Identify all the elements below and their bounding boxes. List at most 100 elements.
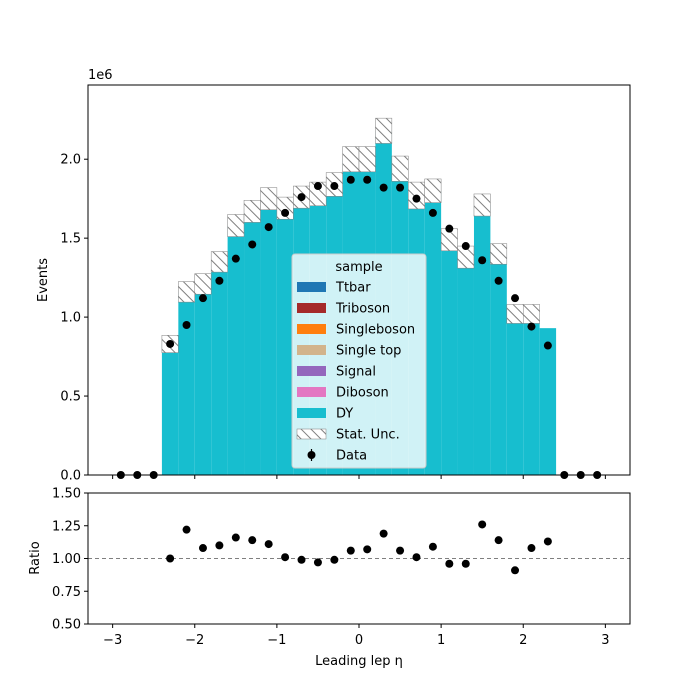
data-point — [363, 175, 372, 184]
ratio-panel: −3 −2 −1 0 1 2 3 0.50 0.75 1.00 1.25 1.50 Ratio Le… — [28, 487, 631, 669]
x-axis-label: Leading lep η — [315, 654, 403, 669]
stat-unc-band — [424, 178, 442, 203]
mc-bar — [161, 343, 179, 475]
main-x-ticks — [112, 475, 606, 479]
stat-unc-band — [506, 304, 524, 324]
ratio-point — [379, 529, 388, 538]
main-y-label: Events — [36, 258, 51, 302]
stat-unc-band — [391, 155, 409, 182]
main-y-tick-label: 1.0 — [60, 311, 81, 326]
mc-bar — [244, 211, 261, 475]
data-point — [396, 183, 405, 192]
mc-bar — [276, 208, 294, 475]
ratio-y-tick-label: 1.00 — [52, 552, 81, 567]
ratio-point — [264, 540, 273, 549]
mc-bar — [178, 291, 195, 475]
legend-swatch — [297, 324, 326, 334]
ratio-x-tick-label: 1 — [437, 633, 445, 648]
data-points — [116, 175, 602, 479]
stat-unc-band — [375, 117, 393, 144]
legend-title: sample — [335, 260, 382, 275]
legend-swatch-hatch — [296, 428, 327, 440]
ratio-point — [461, 559, 470, 568]
ratio-point — [330, 555, 339, 564]
data-point — [478, 256, 487, 265]
ratio-point — [412, 553, 421, 562]
stat-unc-band — [243, 200, 261, 223]
data-point — [264, 223, 273, 232]
ratio-x-tick-label: 2 — [519, 633, 527, 648]
ratio-point — [346, 546, 355, 555]
main-y-tick-label: 2.0 — [60, 153, 81, 168]
ratio-x-tick-label: −3 — [103, 633, 122, 648]
legend-label: Singleboson — [336, 323, 415, 338]
data-point — [182, 321, 191, 329]
ratio-point — [231, 533, 240, 542]
legend-swatch — [297, 345, 326, 355]
legend-label: Stat. Unc. — [336, 428, 400, 443]
stat-unc-band — [194, 273, 212, 295]
ratio-point — [543, 537, 552, 546]
ratio-y-tick-label: 0.75 — [52, 585, 81, 600]
main-offset-text: 1e6 — [88, 68, 113, 83]
mc-bar — [490, 253, 507, 475]
ratio-point — [166, 554, 175, 563]
legend-swatch — [297, 366, 326, 376]
data-point — [346, 175, 355, 184]
legend-marker — [307, 451, 316, 459]
mc-bar — [506, 313, 524, 475]
ratio-y-ticks: 0.50 0.75 1.00 1.25 1.50 — [52, 487, 88, 633]
mc-bar — [523, 313, 540, 475]
ratio-y-tick-label: 0.50 — [52, 618, 81, 633]
legend-swatch — [297, 408, 326, 418]
legend-label: Single top — [336, 344, 401, 359]
mc-bar — [539, 328, 557, 475]
ratio-point — [248, 536, 257, 545]
ratio-point — [198, 544, 207, 553]
mc-bar — [457, 257, 474, 475]
data-point — [198, 294, 207, 303]
data-point — [330, 182, 339, 191]
data-point — [281, 208, 290, 217]
ratio-point — [313, 558, 322, 567]
legend-swatch — [297, 282, 326, 292]
data-point — [215, 276, 224, 285]
mc-bar — [260, 198, 277, 475]
ratio-x-tick-label: −2 — [185, 633, 204, 648]
ratio-y-tick-label: 1.25 — [52, 519, 81, 534]
ratio-point — [478, 520, 487, 529]
legend-swatch — [297, 387, 326, 397]
stat-unc-band — [490, 243, 508, 265]
ratio-point — [494, 536, 503, 545]
stat-unc-band — [210, 251, 228, 273]
main-y-tick-label: 1.5 — [60, 232, 81, 247]
data-point — [543, 341, 552, 350]
stat-unc-band — [522, 304, 540, 324]
legend-label: Data — [336, 449, 367, 464]
stat-unc-band — [178, 281, 196, 303]
data-point — [445, 224, 454, 233]
mc-bar — [227, 225, 245, 475]
data-point — [231, 254, 240, 263]
data-point — [297, 193, 306, 202]
ratio-point — [297, 555, 306, 564]
data-point — [313, 182, 322, 191]
legend-label: Diboson — [336, 386, 389, 401]
legend-label: Ttbar — [335, 281, 371, 296]
ratio-point — [396, 546, 405, 555]
ratio-point — [527, 544, 536, 553]
data-point — [428, 208, 437, 217]
data-point — [166, 339, 175, 348]
ratio-x-ticks: −3 −2 −1 0 1 2 3 — [103, 624, 610, 648]
main-y-ticks: 0.0 0.5 1.0 1.5 2.0 — [60, 153, 88, 484]
main-y-tick-label: 0.5 — [60, 390, 81, 405]
ratio-x-tick-label: 0 — [355, 633, 363, 648]
ratio-y-tick-label: 1.50 — [52, 487, 81, 502]
ratio-x-tick-label: 3 — [601, 633, 609, 648]
ratio-point — [445, 559, 454, 568]
legend-label: Signal — [336, 365, 376, 380]
main-y-tick-label: 0.0 — [60, 469, 81, 484]
mc-bar — [211, 261, 228, 475]
legend-swatch — [297, 303, 326, 313]
